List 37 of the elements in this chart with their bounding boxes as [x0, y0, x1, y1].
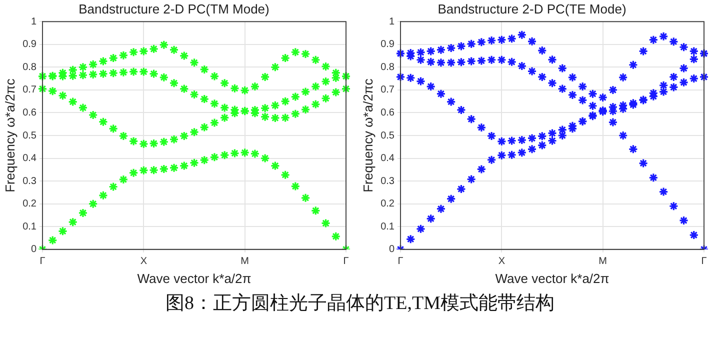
y-tick-label: 0.9: [22, 39, 37, 50]
y-tick-label: 0.7: [22, 84, 37, 96]
chart-title: Bandstructure 2-D PC(TM Mode): [78, 1, 270, 16]
x-axis-title: Wave vector k*a/2π: [137, 270, 252, 286]
x-tick-label: Γ: [343, 256, 350, 268]
y-tick-label: 0: [388, 244, 395, 256]
y-tick-label: 0.6: [22, 107, 37, 118]
y-tick-label: 0.3: [380, 176, 395, 187]
y-tick-label: 0.1: [22, 221, 37, 232]
y-tick-label: 1: [30, 16, 37, 28]
y-tick-label: 0.7: [380, 84, 395, 96]
y-tick-label: 0.4: [380, 153, 395, 164]
x-tick-label: Γ: [40, 256, 46, 268]
y-tick-label: 0.8: [380, 62, 395, 73]
y-tick-label: 0.4: [22, 153, 37, 164]
caption: 图8：正方圆柱光子晶体的TE,TM模式能带结构: [164, 292, 556, 316]
x-tick-label: Γ: [398, 256, 404, 268]
x-tick-label: M: [598, 256, 608, 268]
x-tick-label: Γ: [701, 256, 708, 268]
y-tick-label: 0.5: [22, 130, 37, 142]
y-tick-label: 0.1: [380, 221, 395, 232]
y-tick-label: 0.3: [22, 176, 37, 187]
y-tick-label: 0.9: [380, 39, 395, 50]
y-tick-label: 0.8: [22, 62, 37, 73]
y-tick-label: 0.2: [380, 198, 395, 210]
y-tick-label: 0.6: [380, 107, 395, 118]
x-tick-label: X: [140, 256, 148, 268]
x-tick-label: M: [240, 256, 250, 268]
y-tick-label: 0: [30, 244, 37, 256]
y-axis-title: Frequency ω*a/2πc: [360, 78, 376, 192]
y-axis-title: Frequency ω*a/2πc: [2, 78, 18, 192]
y-tick-label: 0.5: [380, 130, 395, 142]
chart-title: Bandstructure 2-D PC(TE Mode): [438, 1, 626, 16]
y-tick-label: 0.2: [22, 198, 37, 210]
x-tick-label: X: [498, 256, 506, 268]
x-axis-title: Wave vector k*a/2π: [495, 270, 610, 286]
y-tick-label: 1: [388, 16, 395, 28]
